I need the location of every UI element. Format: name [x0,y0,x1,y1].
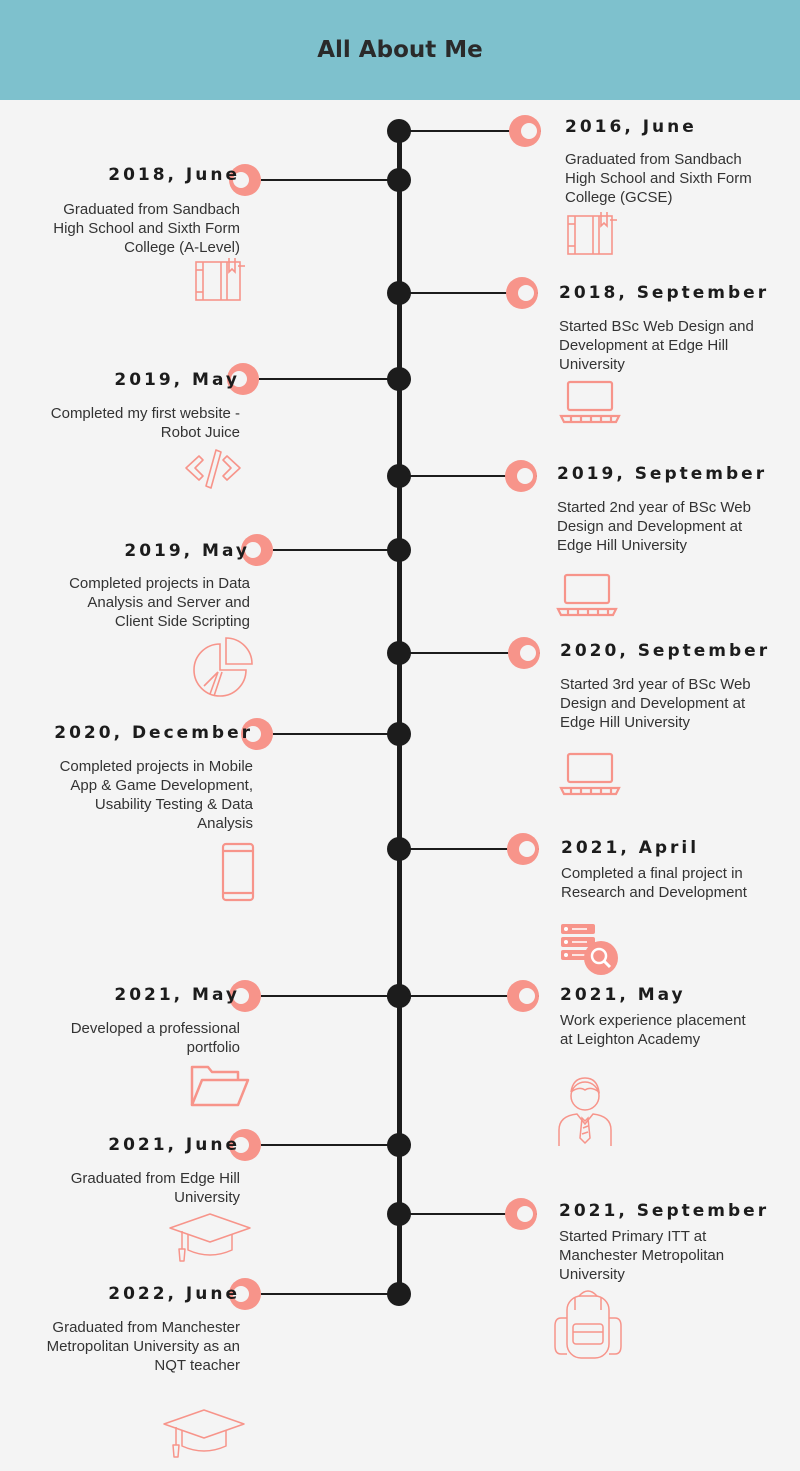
timeline-spine [397,130,402,1297]
event-description: Completed a final project in Research an… [561,865,747,901]
timeline-marker [229,1278,261,1310]
event-date: 2021, April [561,838,700,858]
timeline-node [387,1282,411,1306]
timeline-marker [505,460,537,492]
folder-icon [190,1063,250,1109]
code-icon [183,446,243,492]
timeline-marker [229,1129,261,1161]
timeline-marker [506,277,538,309]
timeline-node [387,984,411,1008]
timeline-connector [273,549,399,551]
event-description: Started Primary ITT at Manchester Metrop… [559,1228,725,1283]
event-description: Completed projects in Mobile App & Game … [59,758,253,832]
graduation-cap-icon [168,1212,252,1264]
timeline-connector [261,1144,399,1146]
timeline-node [387,1133,411,1157]
timeline-marker [241,718,273,750]
page-header: All About Me [0,0,800,100]
timeline-node [387,837,411,861]
event-description: Graduated from Sandbach High School and … [53,201,240,256]
event-date: 2020, December [54,723,253,743]
event-date: 2021, June [108,1135,240,1155]
event-date: 2022, June [108,1284,240,1304]
timeline-node [387,538,411,562]
timeline-connector [399,995,539,997]
timeline-connector [273,733,399,735]
event-description: Started 2nd year of BSc Web Design and D… [557,499,751,554]
timeline-node [387,722,411,746]
timeline-marker [507,980,539,1012]
timeline-marker [229,980,261,1012]
server-search-icon [561,922,621,976]
event-date: 2016, June [565,117,697,137]
event-date: 2021, May [560,985,686,1005]
phone-icon [221,842,255,902]
timeline-marker [241,534,273,566]
timeline-connector [261,179,399,181]
timeline-connector [399,652,540,654]
event-description: Graduated from Edge Hill University [70,1170,240,1206]
event-date: 2019, May [114,370,240,390]
timeline-node [387,168,411,192]
graduation-cap-icon [162,1408,246,1460]
laptop-icon [559,752,621,796]
timeline-connector [399,1213,537,1215]
event-description: Graduated from Manchester Metropolitan U… [46,1319,240,1374]
page-title: All About Me [317,37,483,63]
timeline-connector [261,1293,399,1295]
timeline-connector [399,130,541,132]
teacher-icon [555,1074,615,1148]
timeline-node [387,119,411,143]
event-description: Completed my first website - Robot Juice [50,405,240,441]
timeline-connector [259,378,399,380]
timeline-marker [507,833,539,865]
timeline-connector [399,848,539,850]
event-date: 2018, September [559,283,770,303]
timeline-node [387,641,411,665]
backpack-icon [553,1288,623,1360]
event-description: Completed projects in Data Analysis and … [69,575,250,630]
event-date: 2021, May [114,985,240,1005]
timeline-marker [508,637,540,669]
event-description: Work experience placement at Leighton Ac… [560,1012,746,1048]
event-date: 2018, June [108,165,240,185]
event-description: Started BSc Web Design and Development a… [559,318,754,373]
timeline-marker [227,363,259,395]
event-description: Graduated from Sandbach High School and … [565,151,752,206]
event-date: 2021, September [559,1201,770,1221]
timeline-marker [509,115,541,147]
laptop-icon [559,380,621,424]
timeline-node [387,281,411,305]
timeline-connector [261,995,399,997]
book-icon [565,210,617,258]
event-date: 2019, May [124,541,250,561]
timeline-node [387,464,411,488]
event-date: 2020, September [560,641,771,661]
event-description: Started 3rd year of BSc Web Design and D… [560,676,751,731]
timeline-node [387,367,411,391]
timeline-connector [399,475,537,477]
book-icon [193,256,245,304]
timeline-marker [229,164,261,196]
timeline-node [387,1202,411,1226]
timeline-marker [505,1198,537,1230]
event-description: Developed a professional portfolio [70,1020,240,1056]
pie-chart-icon [190,636,254,700]
event-date: 2019, September [557,464,768,484]
laptop-icon [556,573,618,617]
timeline-connector [399,292,538,294]
